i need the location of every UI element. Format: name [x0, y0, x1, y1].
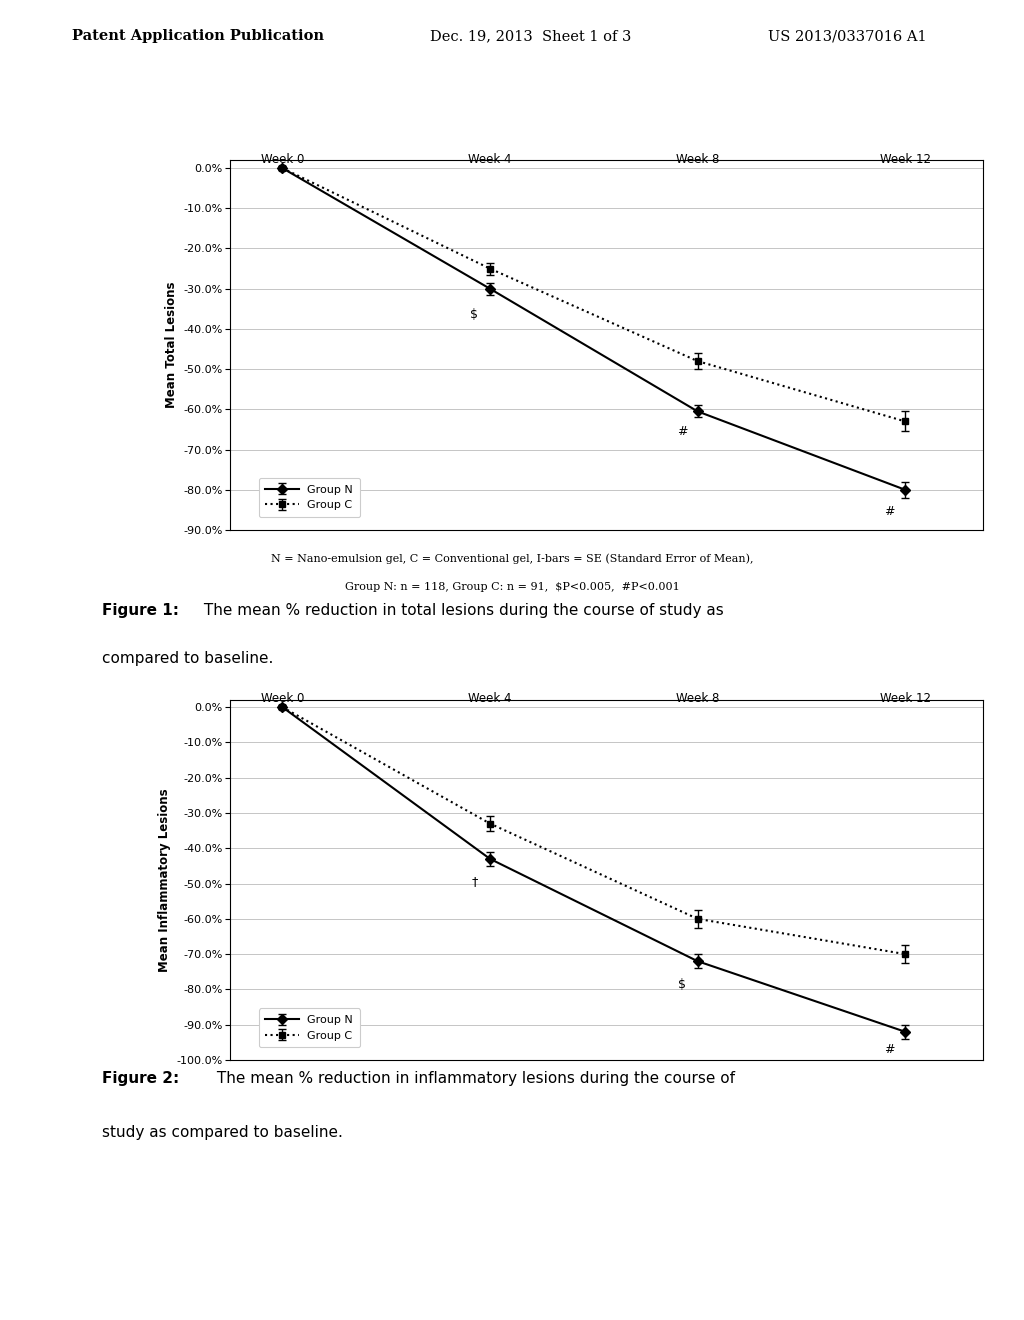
Text: #: # — [885, 506, 895, 519]
Text: Week 8: Week 8 — [676, 153, 719, 165]
Text: Week 4: Week 4 — [468, 692, 512, 705]
Legend: Group N, Group C: Group N, Group C — [258, 478, 359, 517]
Text: study as compared to baseline.: study as compared to baseline. — [102, 1126, 343, 1140]
Text: Figure 2:: Figure 2: — [102, 1072, 179, 1086]
Y-axis label: Mean Total Lesions: Mean Total Lesions — [165, 281, 178, 408]
Text: The mean % reduction in total lesions during the course of study as: The mean % reduction in total lesions du… — [199, 602, 723, 618]
Text: †: † — [471, 875, 477, 888]
Text: Figure 1:: Figure 1: — [102, 602, 179, 618]
Legend: Group N, Group C: Group N, Group C — [258, 1008, 359, 1047]
Text: N = Nano-emulsion gel, C = Conventional gel, I-bars = SE (Standard Error of Mean: N = Nano-emulsion gel, C = Conventional … — [270, 553, 754, 564]
Text: The mean % reduction in inflammatory lesions during the course of: The mean % reduction in inflammatory les… — [213, 1072, 735, 1086]
Text: Week 4: Week 4 — [468, 153, 512, 165]
Text: $: $ — [678, 978, 686, 990]
Text: compared to baseline.: compared to baseline. — [102, 651, 273, 667]
Text: Dec. 19, 2013  Sheet 1 of 3: Dec. 19, 2013 Sheet 1 of 3 — [430, 29, 632, 44]
Text: #: # — [885, 1043, 895, 1056]
Text: Week 12: Week 12 — [880, 692, 931, 705]
Text: Week 12: Week 12 — [880, 153, 931, 165]
Text: Week 0: Week 0 — [261, 153, 304, 165]
Y-axis label: Mean Inflammatory Lesions: Mean Inflammatory Lesions — [158, 788, 171, 972]
Text: US 2013/0337016 A1: US 2013/0337016 A1 — [768, 29, 927, 44]
Text: Week 0: Week 0 — [261, 692, 304, 705]
Text: #: # — [677, 425, 687, 438]
Text: Group N: n = 118, Group C: n = 91,  $P<0.005,  #P<0.001: Group N: n = 118, Group C: n = 91, $P<0.… — [345, 582, 679, 593]
Text: Week 8: Week 8 — [676, 692, 719, 705]
Text: Patent Application Publication: Patent Application Publication — [72, 29, 324, 44]
Text: $: $ — [470, 309, 478, 321]
